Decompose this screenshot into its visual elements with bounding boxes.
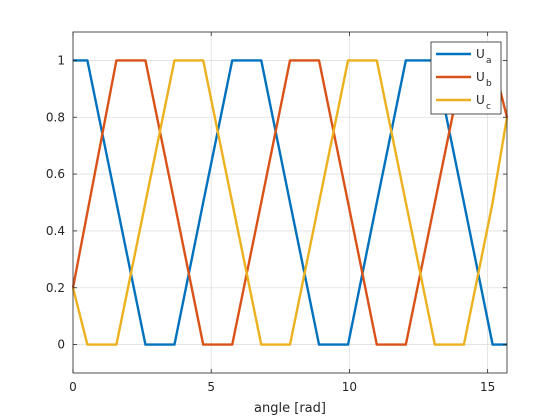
series-line-c [71,59,509,346]
legend-label-b: U [476,70,485,84]
plot-frame [72,31,508,374]
x-tick-label: 15 [480,380,495,394]
y-tick-label: 0.2 [46,281,65,295]
legend-label-a: U [476,47,485,61]
x-tick-label: 10 [342,380,357,394]
x-tick-label: 0 [69,380,77,394]
series-lines [71,59,509,346]
legend-label-c: U [476,93,485,107]
legend-subscript-c: c [486,102,491,112]
x-axis-label: angle [rad] [254,401,326,416]
y-tick-label: 0.4 [46,224,65,238]
x-tick-label: 5 [207,380,215,394]
legend-subscript-b: b [486,79,492,89]
y-tick-label: 0.6 [46,167,65,181]
y-tick-label: 1 [57,53,65,67]
legend-subscript-a: a [486,56,492,66]
y-tick-label: 0.8 [46,110,65,124]
axis-ticks: 0 5 10 15 0 0.2 0.4 0.6 0.8 1 [46,32,507,394]
y-tick-label: 0 [57,338,65,352]
